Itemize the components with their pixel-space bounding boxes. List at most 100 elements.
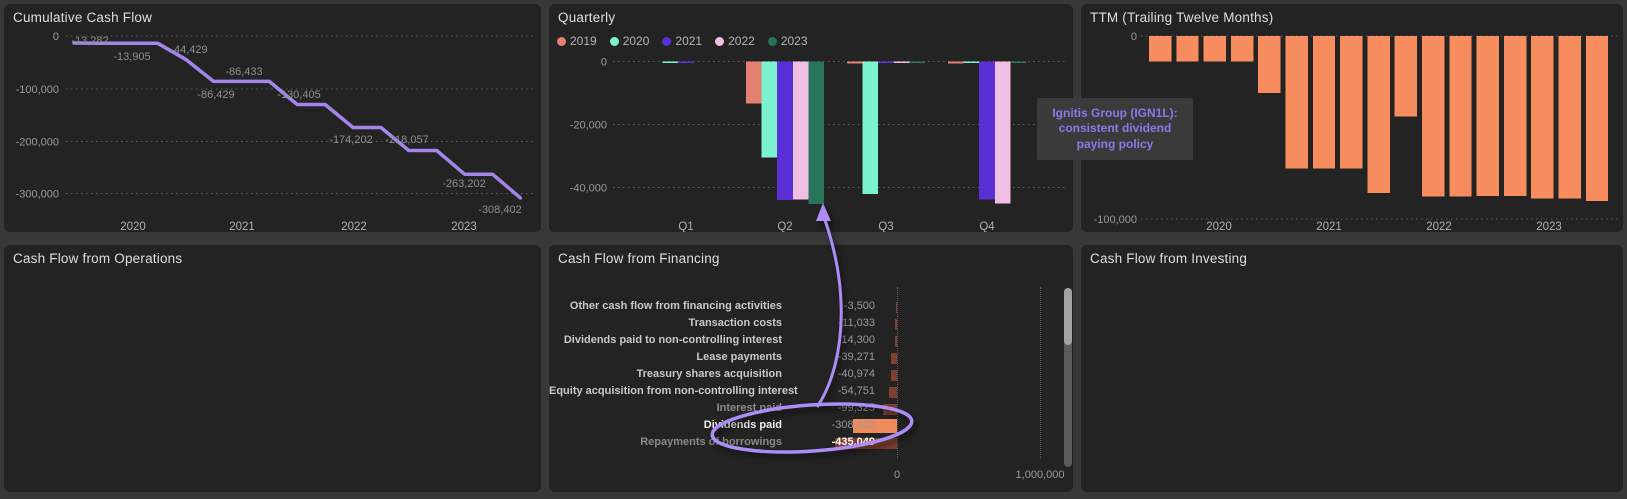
panel-cash-flow-operations: Cash Flow from Operations	[4, 245, 541, 492]
point-label: -86,433	[225, 66, 262, 78]
y-axis-label: 0	[1131, 31, 1137, 43]
bar-2021-Q2[interactable]	[777, 61, 793, 201]
quarterly-bar-chart: 0 -20,000 -40,000 Q1 Q2 Q3 Q4	[570, 57, 1067, 232]
row-label: Equity acquisition from non-controlling …	[549, 385, 798, 397]
bar-2023-Q3[interactable]	[909, 61, 925, 64]
legend-label: 2019	[570, 34, 597, 48]
ttm-bar-1[interactable]	[1149, 36, 1172, 62]
ttm-bar-chart: 0 -100,000 2020 2021 2022 2023	[1094, 31, 1617, 232]
ttm-bar-6[interactable]	[1285, 36, 1308, 169]
row-bar[interactable]	[891, 352, 897, 364]
ttm-bar-11[interactable]	[1422, 36, 1445, 197]
ttm-bar-2[interactable]	[1176, 36, 1199, 62]
row-label: Other cash flow from financing activitie…	[569, 300, 782, 312]
x-axis-label: Q1	[678, 221, 693, 232]
x-axis-label: 2021	[1316, 221, 1342, 232]
y-axis-label: -300,000	[16, 189, 59, 201]
ttm-bar-12[interactable]	[1449, 36, 1472, 197]
ttm-bar-13[interactable]	[1476, 36, 1499, 197]
bar-2023-Q4[interactable]	[1010, 61, 1026, 64]
row-value: -54,751	[837, 385, 875, 397]
ttm-bar-16[interactable]	[1558, 36, 1581, 199]
x-axis-label: 2020	[120, 221, 146, 232]
row-label: Dividends paid to non-controlling intere…	[563, 334, 782, 346]
ttm-bar-3[interactable]	[1203, 36, 1226, 62]
bar-2020-Q2[interactable]	[761, 61, 778, 158]
row-bar[interactable]	[895, 318, 897, 330]
bar-2020-Q3[interactable]	[862, 61, 879, 194]
ttm-bar-14[interactable]	[1503, 36, 1527, 197]
legend-item-2022[interactable]: 2022	[715, 34, 755, 48]
legend-item-2021[interactable]: 2021	[662, 34, 702, 48]
bar-2020-Q4[interactable]	[963, 61, 980, 64]
y-axis-label: -200,000	[16, 137, 59, 149]
legend-label: 2023	[780, 34, 808, 48]
ttm-bar-7[interactable]	[1312, 36, 1336, 169]
bar-2020-Q1[interactable]	[662, 61, 679, 64]
bar-2021-Q1[interactable]	[678, 61, 694, 64]
bar-2021-Q4[interactable]	[979, 61, 995, 200]
row-bar[interactable]	[895, 335, 897, 347]
bar-2019-Q4[interactable]	[948, 61, 964, 64]
x-axis-label: 2020	[1206, 221, 1232, 232]
y-axis-label: -20,000	[570, 120, 607, 132]
y-axis-label: -100,000	[1094, 214, 1137, 226]
x-axis-label: 2022	[1426, 221, 1452, 232]
x-axis-label: 2022	[341, 221, 367, 232]
ttm-bar-4[interactable]	[1230, 36, 1254, 62]
ttm-bar-15[interactable]	[1531, 36, 1554, 199]
x-axis-label: 2023	[451, 221, 477, 232]
legend-dot-icon	[715, 36, 725, 46]
ttm-bar-10[interactable]	[1394, 36, 1418, 117]
cumulative-line[interactable]	[72, 41, 523, 200]
bar-2022-Q3[interactable]	[893, 61, 910, 64]
legend-item-2023[interactable]: 2023	[767, 34, 808, 48]
row-label: Lease payments	[696, 351, 782, 363]
row-value: -3,500	[843, 300, 875, 312]
legend-dot-icon	[767, 36, 777, 46]
panel-title: Cash Flow from Financing	[558, 251, 720, 266]
legend-dot-icon	[662, 36, 672, 46]
bar-2021-Q3[interactable]	[878, 61, 894, 64]
bar-2019-Q2[interactable]	[746, 61, 762, 104]
row-value: -435,049	[831, 436, 875, 448]
bar-2022-Q2[interactable]	[792, 61, 809, 200]
row-label: Dividends paid	[703, 419, 782, 431]
panel-title: Quarterly	[558, 10, 616, 25]
million-gridline	[1040, 287, 1041, 459]
point-label: -308,402	[478, 204, 521, 216]
panel-title: TTM (Trailing Twelve Months)	[1090, 10, 1274, 25]
scrollbar-track[interactable]	[1064, 288, 1072, 467]
legend-item-2020[interactable]: 2020	[609, 34, 649, 48]
ttm-bar-9[interactable]	[1367, 36, 1390, 193]
row-bar[interactable]	[882, 403, 897, 415]
bar-2023-Q2[interactable]	[808, 61, 824, 204]
panel-title: Cumulative Cash Flow	[13, 10, 153, 25]
y-axis-label: 0	[601, 57, 607, 69]
bar-2019-Q3[interactable]	[847, 61, 863, 64]
ttm-bar-8[interactable]	[1340, 36, 1363, 169]
ttm-bar-5[interactable]	[1258, 36, 1281, 93]
x-axis-label: 2023	[1536, 221, 1562, 232]
bar-2022-Q4[interactable]	[994, 61, 1011, 204]
x-axis-label: 2021	[229, 221, 255, 232]
legend-label: 2021	[675, 34, 703, 48]
legend-dot-icon	[609, 36, 619, 46]
scrollbar-thumb[interactable]	[1064, 288, 1072, 345]
row-value: -14,300	[837, 334, 875, 346]
row-bar[interactable]	[891, 369, 897, 381]
legend-dot-icon	[557, 36, 566, 46]
point-label: -13,282	[71, 35, 108, 47]
x-axis-label: Q3	[878, 221, 893, 232]
ttm-bar-17[interactable]	[1585, 36, 1609, 201]
row-value: -11,033	[838, 317, 876, 329]
row-bar[interactable]	[889, 386, 897, 398]
panel-title: Cash Flow from Investing	[1090, 251, 1248, 266]
y-axis-label: 0	[53, 31, 59, 43]
x-axis-label: Q2	[777, 221, 792, 232]
legend-item-2019[interactable]: 2019	[557, 34, 597, 48]
row-label: Interest paid	[716, 402, 782, 414]
x-axis-label: 1,000,000	[1015, 469, 1065, 481]
row-bar[interactable]	[896, 301, 897, 313]
